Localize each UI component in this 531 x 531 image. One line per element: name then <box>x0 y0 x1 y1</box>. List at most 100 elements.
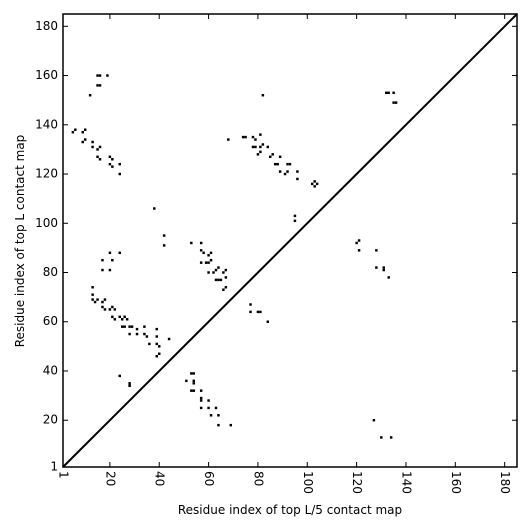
contact-point <box>190 389 193 392</box>
contact-point <box>91 145 94 149</box>
contact-point <box>101 300 104 304</box>
contact-point <box>259 145 262 149</box>
y-tick-label: 1 <box>50 460 58 474</box>
contact-point <box>286 162 289 166</box>
contact-point <box>199 406 203 410</box>
y-tick-label: 40 <box>43 363 58 377</box>
x-tick-label: 140 <box>399 471 413 494</box>
contact-point <box>276 162 279 166</box>
contact-point <box>111 158 114 161</box>
contact-point <box>98 84 102 87</box>
contact-point <box>74 128 77 131</box>
x-tick-label: 40 <box>153 471 167 486</box>
contact-point <box>372 418 376 422</box>
contact-point <box>199 396 203 400</box>
contact-point <box>249 303 252 306</box>
contact-point <box>118 315 121 319</box>
contact-point <box>222 271 225 274</box>
contact-point <box>217 278 220 282</box>
contact-point <box>157 345 161 348</box>
contact-point <box>217 423 220 427</box>
contact-point <box>273 162 277 166</box>
contact-point <box>249 310 252 314</box>
contact-point <box>394 101 398 104</box>
plot-frame <box>62 13 518 468</box>
contact-point <box>162 234 166 237</box>
contact-point <box>256 153 260 156</box>
contact-point <box>293 214 297 218</box>
contact-point <box>296 177 299 181</box>
contact-point <box>375 249 378 252</box>
contact-point <box>207 261 210 264</box>
contact-point <box>199 241 203 245</box>
contact-point <box>204 261 208 264</box>
contact-point <box>207 271 210 274</box>
contact-point <box>251 135 255 139</box>
contact-point <box>199 389 203 392</box>
contact-point <box>261 94 265 97</box>
contact-point <box>118 374 121 378</box>
contact-point <box>271 153 274 156</box>
contact-point <box>266 145 270 149</box>
x-tick-label: 1 <box>57 471 71 479</box>
contact-point <box>120 325 124 328</box>
contact-point <box>269 155 272 159</box>
contact-point <box>128 384 131 387</box>
contact-point <box>111 305 114 309</box>
contact-point <box>91 298 94 301</box>
contact-point <box>118 172 121 176</box>
contact-point <box>135 332 139 336</box>
contact-point <box>227 138 230 141</box>
contact-point <box>118 162 121 166</box>
contact-point <box>256 310 260 314</box>
contact-point <box>229 423 233 427</box>
contact-point <box>98 145 102 149</box>
contact-point <box>190 241 193 245</box>
contact-point <box>108 251 112 255</box>
contact-point <box>212 271 215 274</box>
contact-point <box>224 286 228 289</box>
contact-point <box>155 335 158 338</box>
contact-point <box>106 74 109 77</box>
contact-point <box>103 308 107 311</box>
contact-point <box>192 389 196 392</box>
contact-point <box>128 325 131 328</box>
contact-point <box>219 278 223 282</box>
contact-point <box>190 372 193 375</box>
contact-point <box>192 379 196 383</box>
contact-point <box>214 268 218 272</box>
contact-point <box>96 84 99 87</box>
contact-point <box>313 185 316 188</box>
contact-point <box>192 372 196 375</box>
contact-point <box>199 249 203 252</box>
contact-point <box>387 91 390 95</box>
contact-point <box>224 268 228 272</box>
contact-point <box>209 414 213 417</box>
contact-point <box>214 406 218 410</box>
contact-point <box>145 335 149 338</box>
contact-point <box>96 148 99 151</box>
contact-point <box>259 310 262 314</box>
contact-point <box>387 276 390 279</box>
contact-point <box>207 254 210 257</box>
y-tick-label: 160 <box>35 68 58 82</box>
x-tick-label: 160 <box>449 471 463 494</box>
contact-point <box>259 150 262 154</box>
contact-point <box>155 342 158 346</box>
contact-point <box>266 320 270 323</box>
contact-point <box>155 354 158 358</box>
contact-point <box>71 130 75 134</box>
contact-point <box>130 325 134 328</box>
y-tick-label: 80 <box>43 265 58 279</box>
contact-point <box>143 325 146 328</box>
contact-point <box>202 251 205 255</box>
contact-point <box>278 170 282 173</box>
contact-point <box>101 258 104 262</box>
contact-point <box>214 278 218 282</box>
contact-point <box>108 155 112 159</box>
contact-point <box>384 91 388 95</box>
contact-point <box>108 308 112 311</box>
contact-point <box>111 315 114 319</box>
diagonal-line <box>62 13 518 468</box>
